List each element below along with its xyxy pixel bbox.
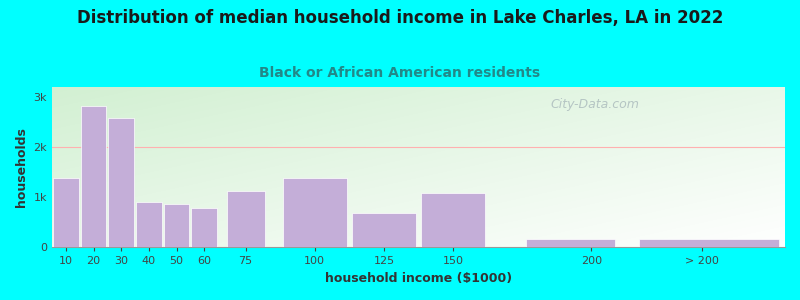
Bar [422, 193, 485, 248]
Text: Distribution of median household income in Lake Charles, LA in 2022: Distribution of median household income … [77, 9, 723, 27]
Bar [53, 178, 78, 248]
Bar [164, 204, 190, 248]
Bar [639, 238, 779, 247]
Bar [191, 208, 217, 247]
Y-axis label: households: households [15, 127, 28, 207]
Bar [283, 178, 346, 248]
Bar [81, 106, 106, 248]
X-axis label: household income ($1000): household income ($1000) [325, 272, 512, 285]
Bar [526, 239, 615, 248]
Text: City-Data.com: City-Data.com [550, 98, 639, 111]
Bar [226, 191, 265, 248]
Bar [352, 213, 416, 247]
Bar [109, 118, 134, 248]
Bar [136, 202, 162, 248]
Text: Black or African American residents: Black or African American residents [259, 66, 541, 80]
